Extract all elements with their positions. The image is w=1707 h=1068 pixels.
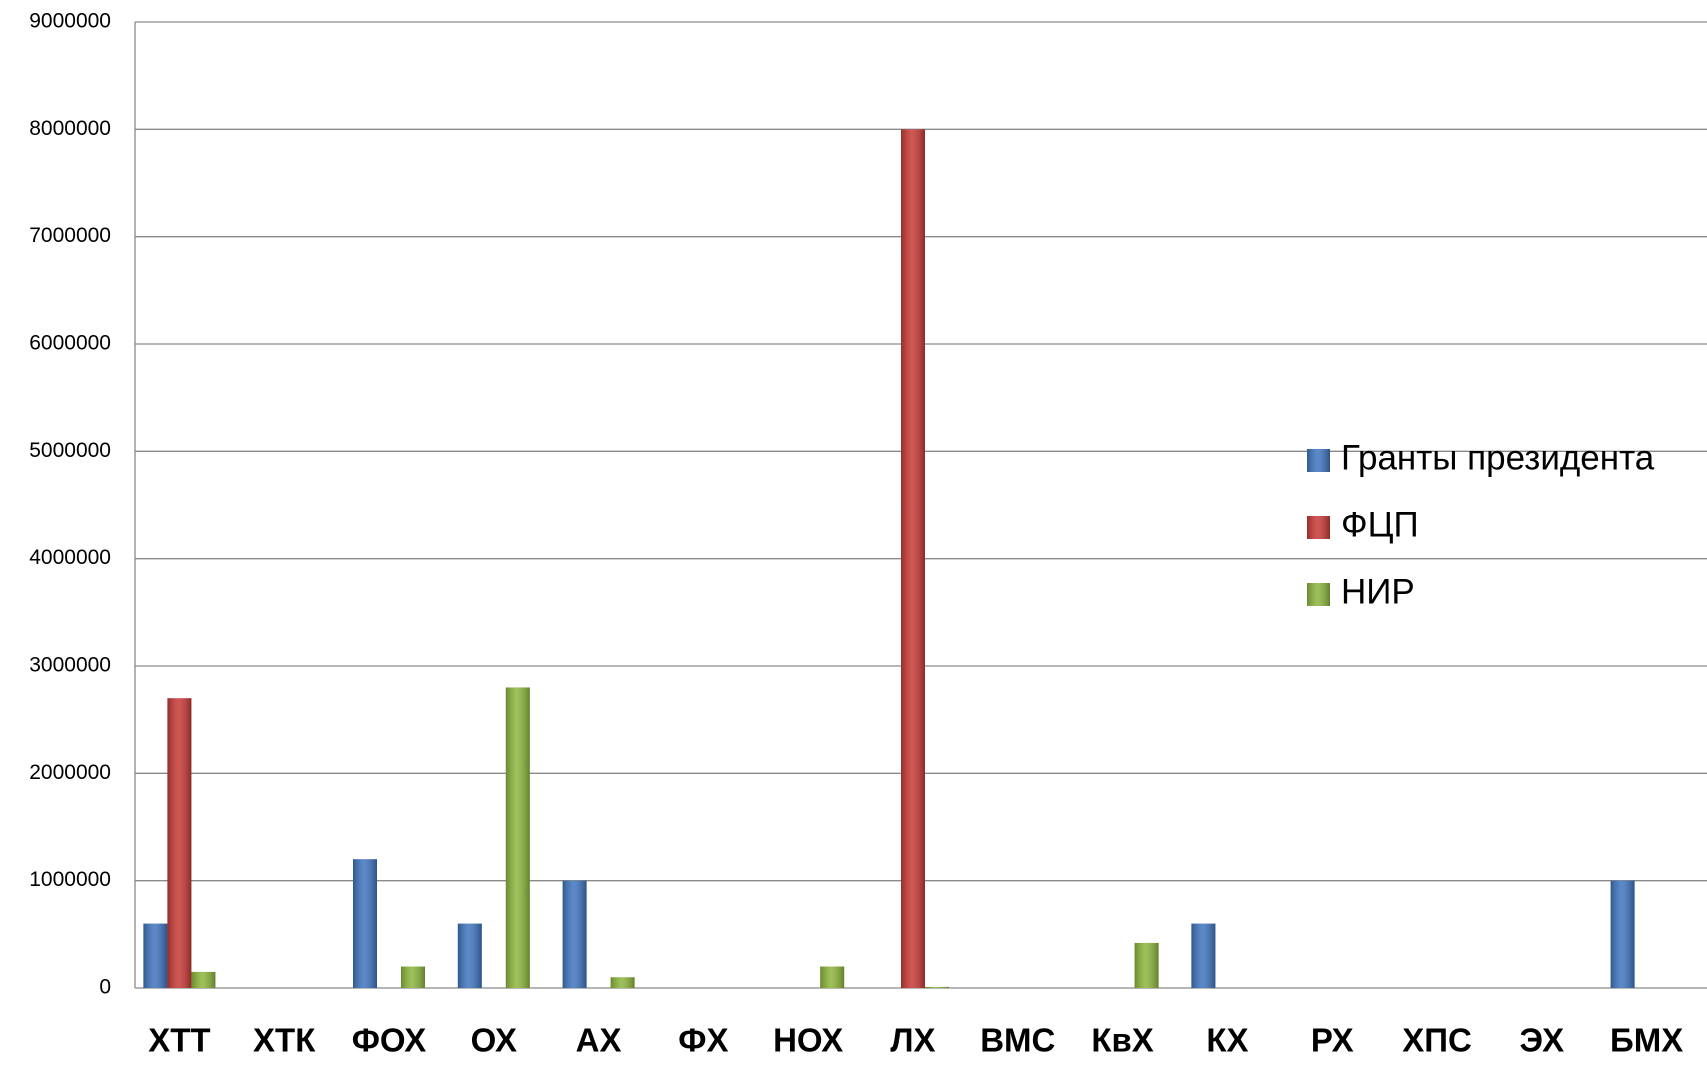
x-tick-label: ХПС	[1402, 1022, 1472, 1059]
bar-shade	[925, 986, 949, 988]
bar-shade	[401, 966, 425, 988]
x-tick-label: ФХ	[678, 1022, 728, 1059]
x-tick-label: ЛХ	[890, 1022, 935, 1059]
bar-shade	[562, 880, 587, 988]
y-tick-label: 5000000	[29, 439, 111, 462]
y-tick-label: 8000000	[29, 117, 111, 140]
bar-shade	[457, 923, 482, 988]
x-tick-label: РХ	[1311, 1022, 1354, 1059]
y-tick-label: 0	[99, 976, 111, 999]
bar-shade	[610, 977, 635, 988]
bar-shade	[1610, 880, 1635, 988]
y-tick-label: 7000000	[29, 224, 111, 247]
bar-shade	[353, 859, 377, 988]
x-tick-label: ФОХ	[352, 1022, 427, 1059]
y-tick-label: 2000000	[29, 761, 111, 784]
legend-swatch-shade	[1307, 516, 1330, 539]
y-tick-label: 6000000	[29, 332, 111, 355]
x-tick-label: ЭХ	[1519, 1022, 1564, 1059]
y-tick-label: 4000000	[29, 546, 111, 569]
x-tick-label: БМХ	[1610, 1022, 1683, 1059]
y-tick-label: 9000000	[29, 10, 111, 33]
bar-shade	[1191, 923, 1216, 988]
x-tick-label: ВМС	[980, 1022, 1055, 1059]
legend-label: НИР	[1341, 572, 1415, 611]
legend-label: Гранты президента	[1341, 438, 1655, 477]
x-tick-label: ХТТ	[148, 1022, 210, 1059]
x-tick-label: АХ	[576, 1022, 622, 1059]
y-tick-label: 3000000	[29, 654, 111, 677]
bar-shade	[1134, 942, 1159, 988]
x-tick-label: ОХ	[471, 1022, 517, 1059]
x-tick-label: НОХ	[773, 1022, 843, 1059]
bar-shade	[505, 687, 530, 988]
legend-swatch-shade	[1307, 583, 1330, 606]
bar-shade	[143, 923, 168, 988]
bar-shade	[191, 971, 216, 988]
bar-shade	[901, 129, 925, 989]
bar-shade	[167, 698, 192, 988]
x-tick-label: КХ	[1206, 1022, 1248, 1059]
x-tick-label: КвХ	[1091, 1022, 1153, 1059]
legend-swatch-shade	[1307, 449, 1330, 472]
x-tick-label: ХТК	[253, 1022, 316, 1059]
y-tick-label: 1000000	[29, 868, 111, 891]
bar-shade	[820, 966, 845, 988]
legend-label: ФЦП	[1341, 505, 1419, 544]
